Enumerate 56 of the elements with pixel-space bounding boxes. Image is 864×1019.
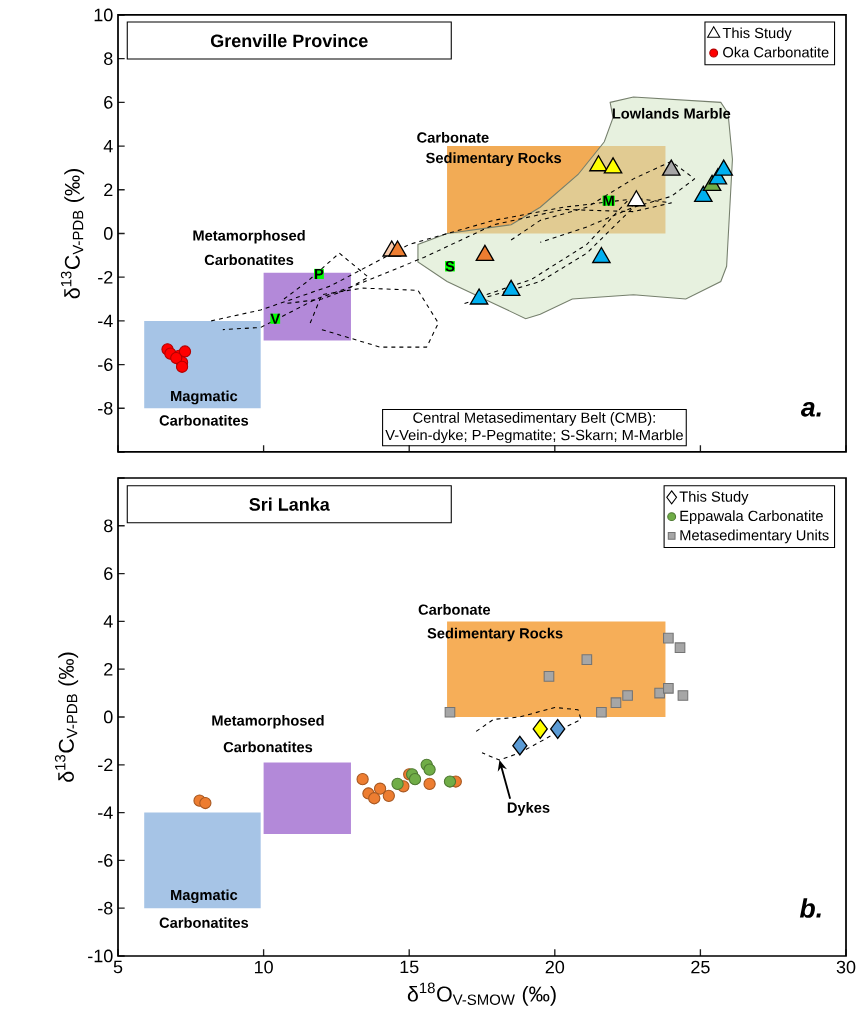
y-tick-label: -8 xyxy=(98,401,113,415)
annotation: Dykes xyxy=(507,802,550,816)
annotation: b. xyxy=(799,898,821,918)
y-tick-label: 4 xyxy=(103,615,113,628)
legend-label: This Study xyxy=(722,27,792,42)
y-tick-label: -6 xyxy=(98,358,113,371)
annotation: Metamorphosed xyxy=(193,229,305,244)
legend-label: Eppawala Carbonatite xyxy=(680,510,823,524)
annotation: Carbonatites xyxy=(159,414,249,426)
legend-label: This Study xyxy=(679,491,749,505)
x-tick-label: 30 xyxy=(836,960,856,974)
annotation: S xyxy=(445,261,455,272)
y-tick-label: -2 xyxy=(98,270,113,284)
annotation: Carbonatites xyxy=(223,741,313,753)
annotation: Magmatic xyxy=(171,390,238,405)
x-axis-title: δ$^{18}$O$_{V-SMOW}$ (‰) xyxy=(407,982,556,1006)
y-tick-label: 0 xyxy=(103,227,113,240)
x-tick-label: 20 xyxy=(545,960,565,974)
y-axis-title: δ$^{13}$C$_{V-PDB}$ (‰) xyxy=(60,169,85,299)
x-tick-label: 15 xyxy=(400,960,419,974)
y-tick-label: -6 xyxy=(98,854,113,867)
y-tick-label: 10 xyxy=(94,8,113,22)
y-tick-label: -8 xyxy=(98,901,113,915)
y-tick-label: 2 xyxy=(104,183,113,197)
annotation: Carbonatites xyxy=(204,254,294,266)
annotation: Carbonatites xyxy=(159,917,249,928)
annotation: Central Metasedimentary Belt (CMB): xyxy=(413,412,655,426)
annotation: Metamorphosed xyxy=(212,714,324,729)
y-tick-label: 6 xyxy=(104,96,113,109)
legend-label: Metasedimentary Units xyxy=(680,529,829,544)
y-tick-label: 2 xyxy=(104,662,113,676)
annotation: P xyxy=(315,268,324,279)
annotation: Magmatic xyxy=(171,889,238,904)
annotation: Carbonate xyxy=(417,131,489,143)
annotation: V-Vein-dyke; P-Pegmatite; S-Skarn; M-Marble xyxy=(385,429,683,444)
x-tick-label: 10 xyxy=(254,960,273,974)
y-tick-label: 6 xyxy=(104,567,113,580)
y-tick-label: -4 xyxy=(98,314,113,328)
y-tick-label: 4 xyxy=(103,139,113,153)
y-tick-label: -2 xyxy=(98,758,113,772)
y-tick-label: 8 xyxy=(104,52,113,66)
x-tick-label: 5 xyxy=(113,960,123,974)
annotation: a. xyxy=(800,402,821,417)
y-tick-label: -4 xyxy=(98,806,113,819)
annotation: V xyxy=(270,313,281,324)
text: Grenville Province xyxy=(210,33,368,48)
annotation: Lowlands Marble xyxy=(612,107,731,119)
x-tick-label: 25 xyxy=(691,960,710,974)
y-tick-label: -10 xyxy=(88,949,113,963)
y-tick-label: 0 xyxy=(103,710,113,724)
y-tick-label: 8 xyxy=(104,519,113,533)
legend-label: Oka Carbonatite xyxy=(723,46,829,58)
annotation: Carbonate xyxy=(418,604,491,615)
y-axis-title: δ$^{13}$C$_{V-PDB}$ (‰) xyxy=(54,652,79,782)
text: Sri Lanka xyxy=(249,497,330,511)
annotation: M xyxy=(603,195,614,206)
